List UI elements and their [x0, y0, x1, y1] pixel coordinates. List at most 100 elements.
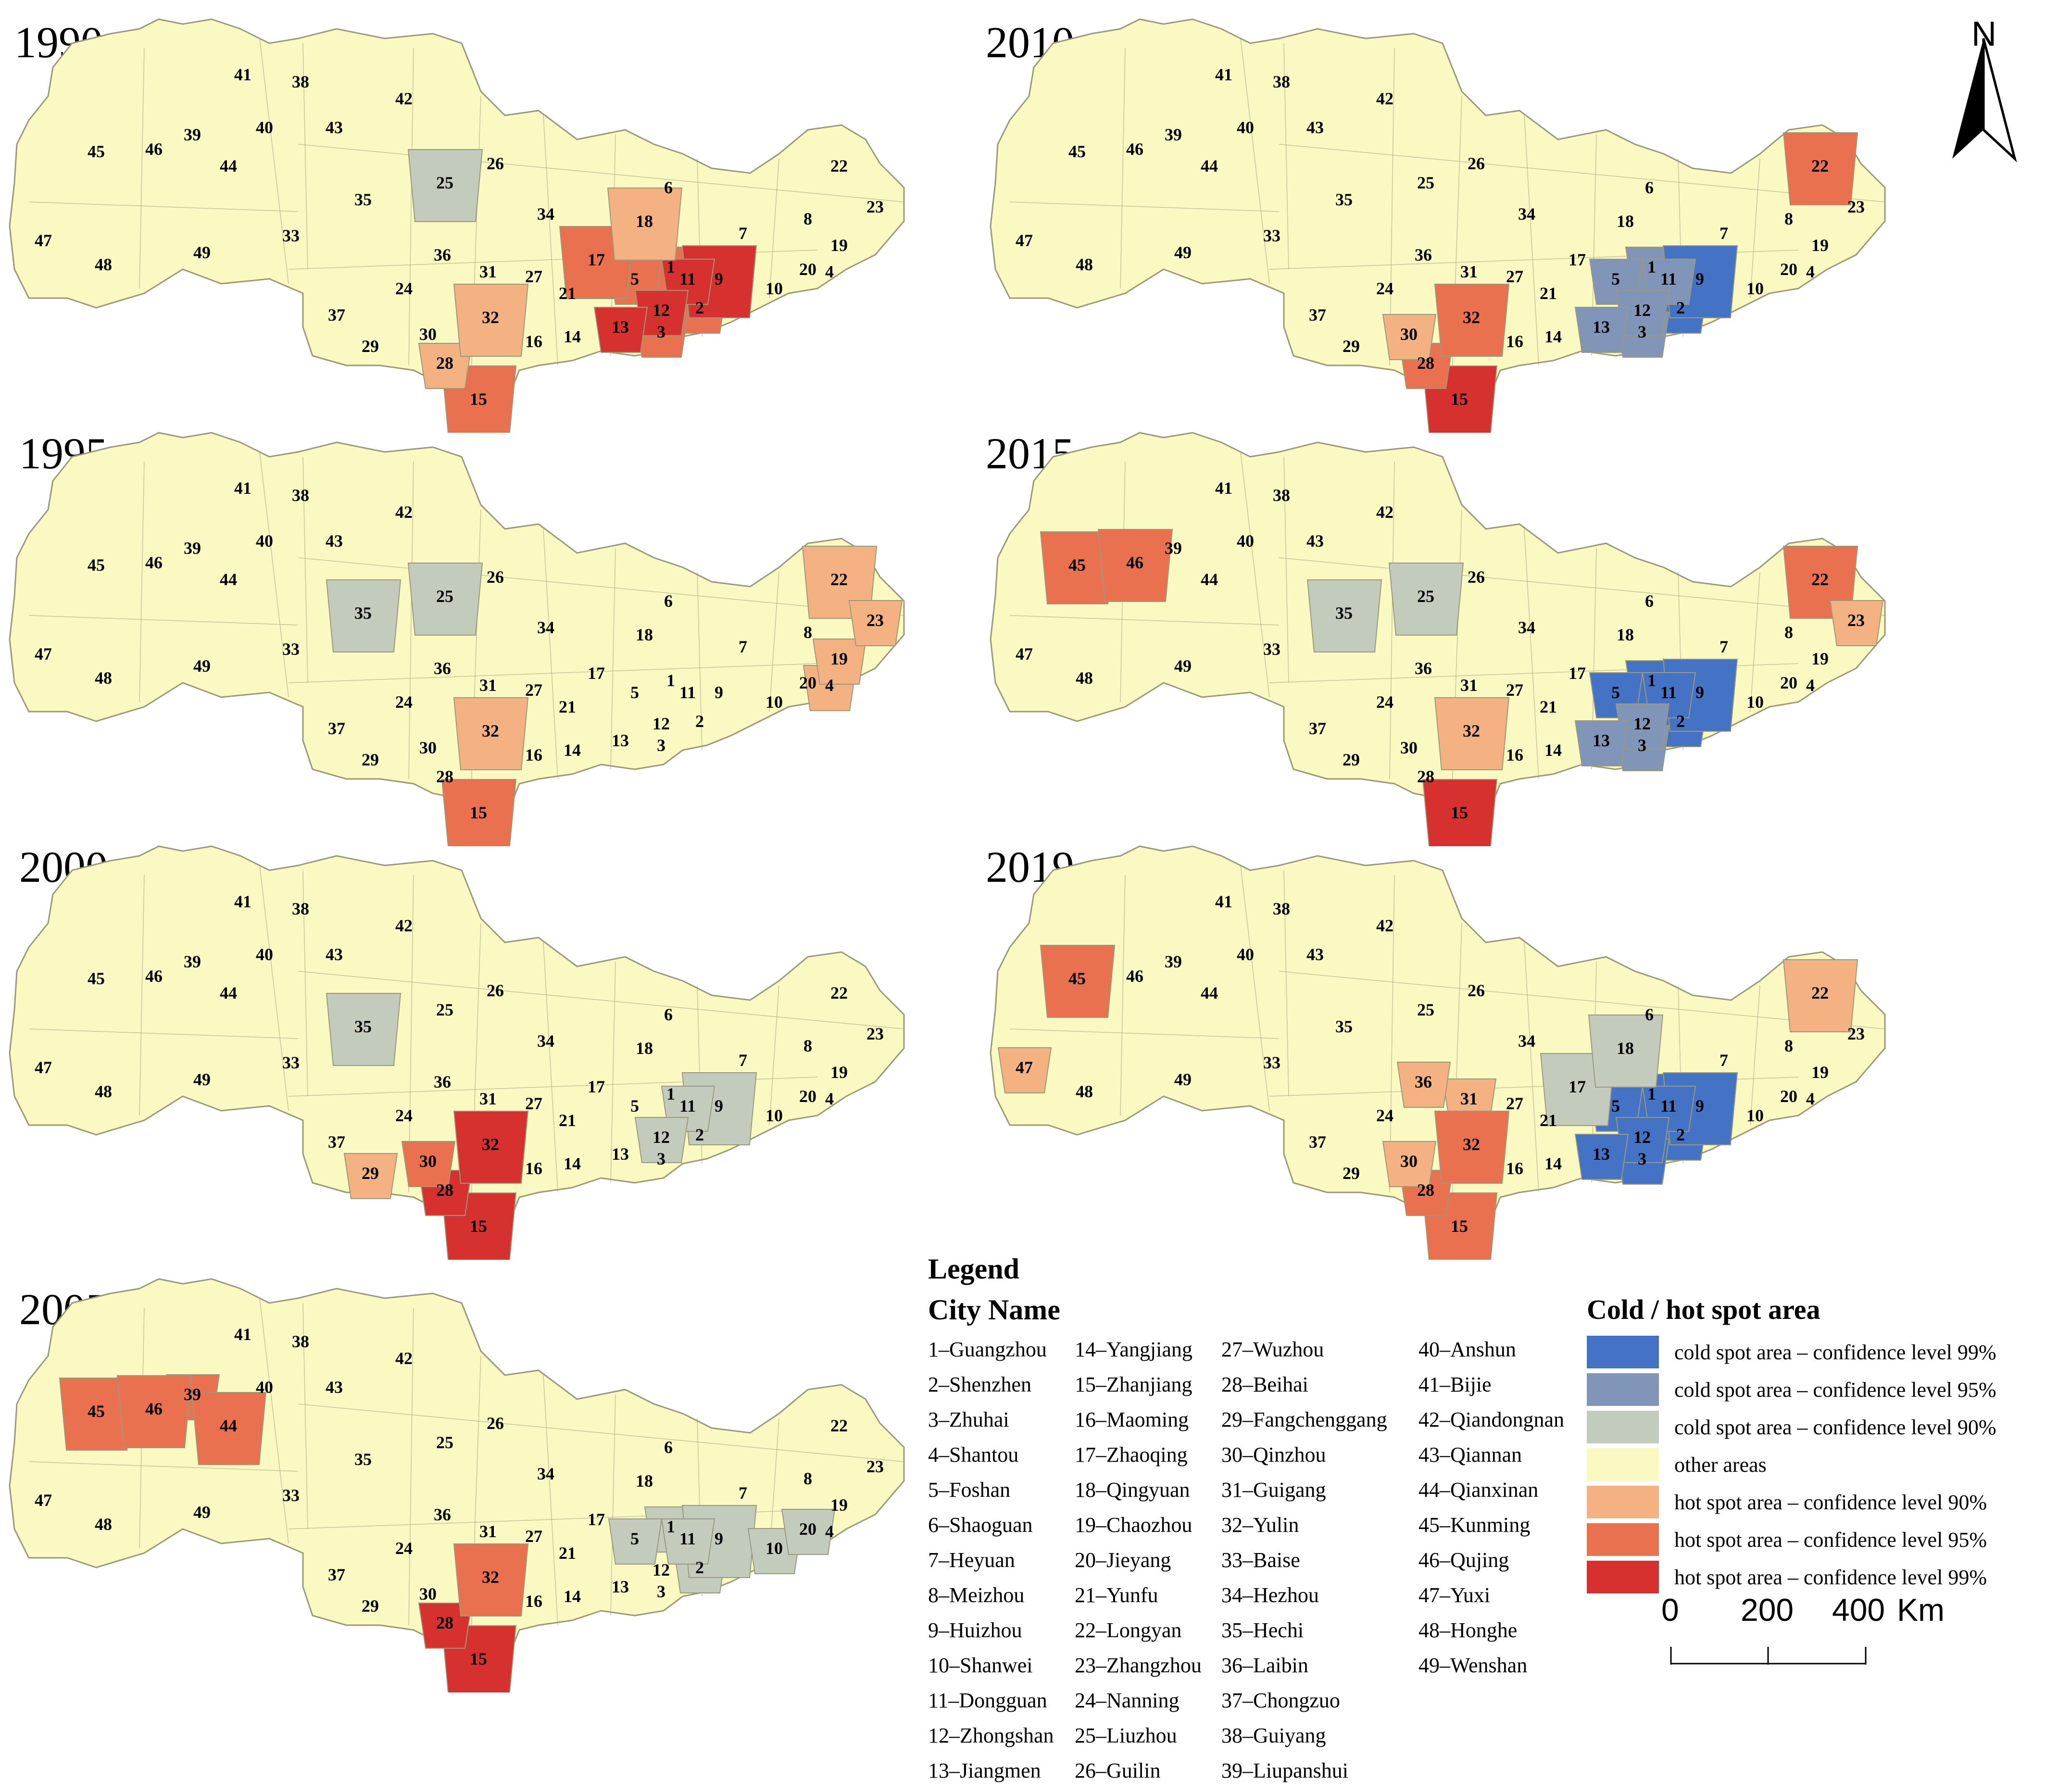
city-label-36: 36: [434, 659, 451, 678]
city-label-43: 43: [326, 118, 343, 137]
city-area-25: [407, 563, 483, 636]
city-area-13: [593, 307, 648, 353]
city-label-19: 19: [830, 236, 848, 255]
city-legend-item: 26–Guilin: [1075, 1759, 1161, 1782]
city-label-39: 39: [1165, 539, 1182, 558]
spot-label: hot spot area – confidence level 95%: [1674, 1528, 1987, 1552]
city-label-46: 46: [1126, 553, 1143, 572]
city-label-26: 26: [487, 1414, 504, 1433]
city-label-29: 29: [362, 750, 379, 769]
city-label-47: 47: [35, 1491, 52, 1510]
city-area-15: [1422, 779, 1498, 846]
city-label-45: 45: [1068, 142, 1086, 161]
city-label-26: 26: [1468, 981, 1485, 1000]
city-label-30: 30: [419, 325, 437, 344]
city-label-6: 6: [1645, 178, 1654, 197]
city-label-3: 3: [657, 322, 665, 341]
city-area-22: [1782, 132, 1858, 205]
spot-swatch: [1587, 1336, 1659, 1368]
city-legend-item: 30–Qinzhou: [1221, 1443, 1326, 1466]
city-label-29: 29: [362, 1164, 379, 1183]
city-area-30: [1382, 1141, 1437, 1187]
city-legend-item: 29–Fangchenggang: [1221, 1408, 1387, 1431]
city-area-13: [1574, 1134, 1629, 1180]
city-name-title: City Name: [928, 1294, 1060, 1326]
spot-legend-title: Cold / hot spot area: [1587, 1294, 1820, 1325]
city-label-6: 6: [1645, 591, 1654, 611]
city-label-34: 34: [537, 204, 554, 224]
spot-swatch: [1587, 1373, 1659, 1406]
scale-tick-0: 0: [1661, 1592, 1679, 1628]
city-label-17: 17: [588, 1510, 605, 1529]
city-label-13: 13: [1593, 1144, 1610, 1164]
city-legend-item: 38–Guiyang: [1221, 1724, 1326, 1747]
city-label-16: 16: [1506, 1159, 1523, 1178]
spot-swatch: [1587, 1523, 1659, 1556]
city-label-33: 33: [282, 1053, 300, 1072]
city-label-32: 32: [482, 721, 499, 740]
city-label-42: 42: [395, 89, 413, 108]
city-label-5: 5: [1611, 269, 1620, 288]
city-legend-item: 18–Qingyuan: [1075, 1478, 1190, 1502]
city-label-43: 43: [326, 531, 343, 551]
city-label-33: 33: [282, 1486, 300, 1505]
city-area-20: [781, 1509, 836, 1555]
city-label-37: 37: [328, 1132, 345, 1152]
city-label-41: 41: [1215, 478, 1232, 498]
city-label-15: 15: [470, 1216, 487, 1236]
city-list-col-3: 27–Wuzhou 28–Beihai 29–Fangchenggang 30–Qin…: [1221, 1332, 1387, 1788]
city-area-28: [418, 343, 473, 389]
city-label-35: 35: [354, 190, 372, 209]
city-label-29: 29: [1343, 750, 1360, 769]
city-area-30: [1382, 314, 1437, 360]
scale-line: [1670, 1647, 1867, 1665]
city-label-31: 31: [479, 1522, 497, 1541]
city-legend-item: 10–Shanwei: [928, 1654, 1033, 1677]
city-label-28: 28: [436, 353, 453, 373]
city-label-46: 46: [1126, 139, 1143, 159]
city-label-4: 4: [825, 676, 834, 695]
city-legend-item: 13–Jiangmen: [928, 1759, 1041, 1782]
city-label-4: 4: [1806, 262, 1815, 281]
city-label-31: 31: [479, 1089, 497, 1108]
spot-legend-row: hot spot area – confidence level 95%: [1587, 1522, 1987, 1557]
city-label-11: 11: [679, 1529, 696, 1548]
city-area-19: [812, 639, 867, 685]
city-label-44: 44: [1201, 983, 1218, 1003]
city-label-43: 43: [1306, 945, 1324, 964]
city-label-15: 15: [1451, 803, 1468, 822]
city-label-15: 15: [470, 803, 487, 822]
city-label-10: 10: [766, 279, 783, 298]
city-area-29: [343, 1153, 398, 1199]
city-legend-item: 44–Qianxinan: [1418, 1478, 1539, 1502]
city-label-48: 48: [1076, 255, 1093, 274]
city-label-37: 37: [328, 719, 345, 738]
city-label-27: 27: [1506, 1094, 1523, 1113]
city-label-45: 45: [1068, 555, 1086, 575]
city-label-47: 47: [35, 231, 52, 250]
city-label-32: 32: [482, 1567, 499, 1587]
city-label-13: 13: [612, 731, 629, 750]
city-label-9: 9: [715, 683, 723, 702]
spot-label: other areas: [1674, 1453, 1767, 1477]
city-label-43: 43: [1306, 531, 1324, 551]
city-label-27: 27: [1506, 680, 1523, 700]
city-legend-item: 42–Qiandongnan: [1418, 1408, 1565, 1431]
city-label-11: 11: [1660, 683, 1677, 702]
city-list-col-2: 14–Yangjiang 15–Zhanjiang 16–Maoming 17–Zha…: [1075, 1332, 1202, 1788]
city-label-1: 1: [1647, 1084, 1656, 1103]
city-legend-item: 25–Liuzhou: [1075, 1724, 1177, 1747]
city-label-7: 7: [739, 1483, 747, 1503]
city-label-20: 20: [799, 1087, 816, 1106]
city-label-40: 40: [256, 531, 273, 551]
city-label-19: 19: [1811, 1063, 1829, 1082]
city-legend-item: 8–Meizhou: [928, 1583, 1025, 1607]
city-label-30: 30: [1400, 738, 1418, 757]
city-label-48: 48: [95, 1515, 112, 1534]
city-label-25: 25: [1417, 587, 1434, 606]
city-label-48: 48: [1076, 668, 1093, 688]
city-label-21: 21: [559, 284, 576, 303]
city-label-49: 49: [193, 1070, 211, 1089]
